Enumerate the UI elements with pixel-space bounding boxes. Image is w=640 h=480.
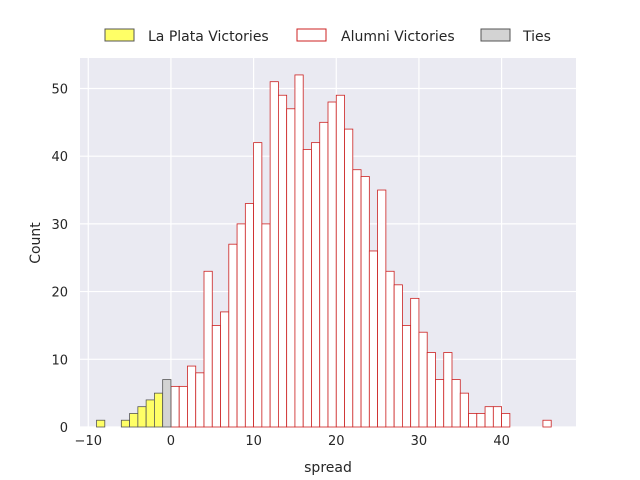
- series-alumni-victories: [170, 74, 552, 428]
- bar-alumni-victories: [203, 270, 213, 428]
- y-tick-label: 10: [51, 353, 68, 368]
- bar-alumni-victories: [211, 325, 221, 428]
- bar-alumni-victories: [344, 128, 354, 428]
- y-tick-label: 30: [51, 218, 68, 233]
- bar-la-plata-victories: [145, 399, 155, 428]
- bar-alumni-victories: [244, 203, 254, 428]
- bar-ties: [162, 379, 172, 428]
- bar-alumni-victories: [178, 385, 188, 428]
- legend-label-la-plata: La Plata Victories: [148, 29, 269, 45]
- bar-la-plata-victories: [96, 419, 106, 428]
- bar-alumni-victories: [435, 379, 445, 428]
- histogram-bars: [96, 74, 552, 428]
- bar-alumni-victories: [368, 250, 379, 428]
- bar-alumni-victories: [335, 94, 345, 428]
- bar-alumni-victories: [492, 406, 503, 428]
- bar-la-plata-victories: [129, 413, 139, 428]
- series-ties: [162, 379, 172, 428]
- bar-alumni-victories: [443, 352, 453, 428]
- bar-alumni-victories: [319, 121, 329, 428]
- x-tick-label: 40: [493, 434, 510, 449]
- bar-alumni-victories: [385, 270, 395, 428]
- x-tick-label: 20: [328, 434, 345, 449]
- bar-alumni-victories: [170, 385, 180, 428]
- bar-alumni-victories: [476, 413, 486, 428]
- x-tick-label: 30: [411, 434, 428, 449]
- x-tick-label: −10: [75, 434, 102, 449]
- y-tick-label: 0: [60, 421, 68, 436]
- bar-alumni-victories: [451, 379, 461, 428]
- bar-alumni-victories: [410, 297, 420, 428]
- y-axis-ticks: 0 10 20 30 40 50: [51, 82, 68, 436]
- legend-label-ties: Ties: [522, 29, 551, 45]
- series-la-plata-victories: [96, 392, 164, 428]
- bar-alumni-victories: [418, 331, 428, 428]
- bar-la-plata-victories: [137, 406, 147, 428]
- x-tick-label: 0: [167, 434, 175, 449]
- bar-la-plata-victories: [120, 419, 131, 428]
- x-tick-label: 10: [245, 434, 262, 449]
- bar-alumni-victories: [261, 223, 271, 428]
- bar-la-plata-victories: [153, 392, 164, 428]
- bar-alumni-victories: [377, 189, 387, 428]
- x-axis-label: spread: [304, 460, 352, 476]
- bar-alumni-victories: [393, 284, 403, 428]
- bar-alumni-victories: [269, 81, 279, 428]
- y-tick-label: 40: [51, 150, 68, 165]
- bar-alumni-victories: [195, 372, 205, 428]
- bar-alumni-victories: [352, 169, 362, 428]
- bar-alumni-victories: [228, 243, 238, 428]
- bar-alumni-victories: [311, 142, 321, 428]
- legend: La Plata Victories Alumni Victories Ties: [104, 28, 551, 45]
- bar-alumni-victories: [294, 74, 304, 428]
- legend-swatch-ties: [480, 28, 511, 42]
- bar-alumni-victories: [426, 352, 436, 428]
- legend-swatch-la-plata: [104, 28, 135, 42]
- y-tick-label: 20: [51, 286, 68, 301]
- bar-alumni-victories: [401, 325, 412, 428]
- bar-alumni-victories: [459, 392, 469, 428]
- y-axis-label: Count: [28, 222, 44, 264]
- bar-alumni-victories: [302, 149, 312, 428]
- bar-alumni-victories: [327, 101, 337, 428]
- bar-alumni-victories: [187, 365, 197, 428]
- bar-alumni-victories: [468, 413, 478, 428]
- bar-alumni-victories: [236, 223, 246, 428]
- bar-alumni-victories: [360, 176, 370, 428]
- legend-swatch-alumni: [296, 28, 327, 42]
- bar-alumni-victories: [501, 413, 511, 428]
- y-tick-label: 50: [51, 82, 68, 97]
- legend-label-alumni: Alumni Victories: [341, 29, 455, 45]
- bar-alumni-victories: [542, 419, 552, 428]
- x-axis-ticks: −10 0 10 20 30 40: [75, 434, 510, 449]
- bar-alumni-victories: [286, 108, 296, 428]
- bar-alumni-victories: [277, 94, 288, 428]
- bar-alumni-victories: [253, 142, 263, 428]
- bar-alumni-victories: [484, 406, 494, 428]
- bar-alumni-victories: [220, 311, 230, 428]
